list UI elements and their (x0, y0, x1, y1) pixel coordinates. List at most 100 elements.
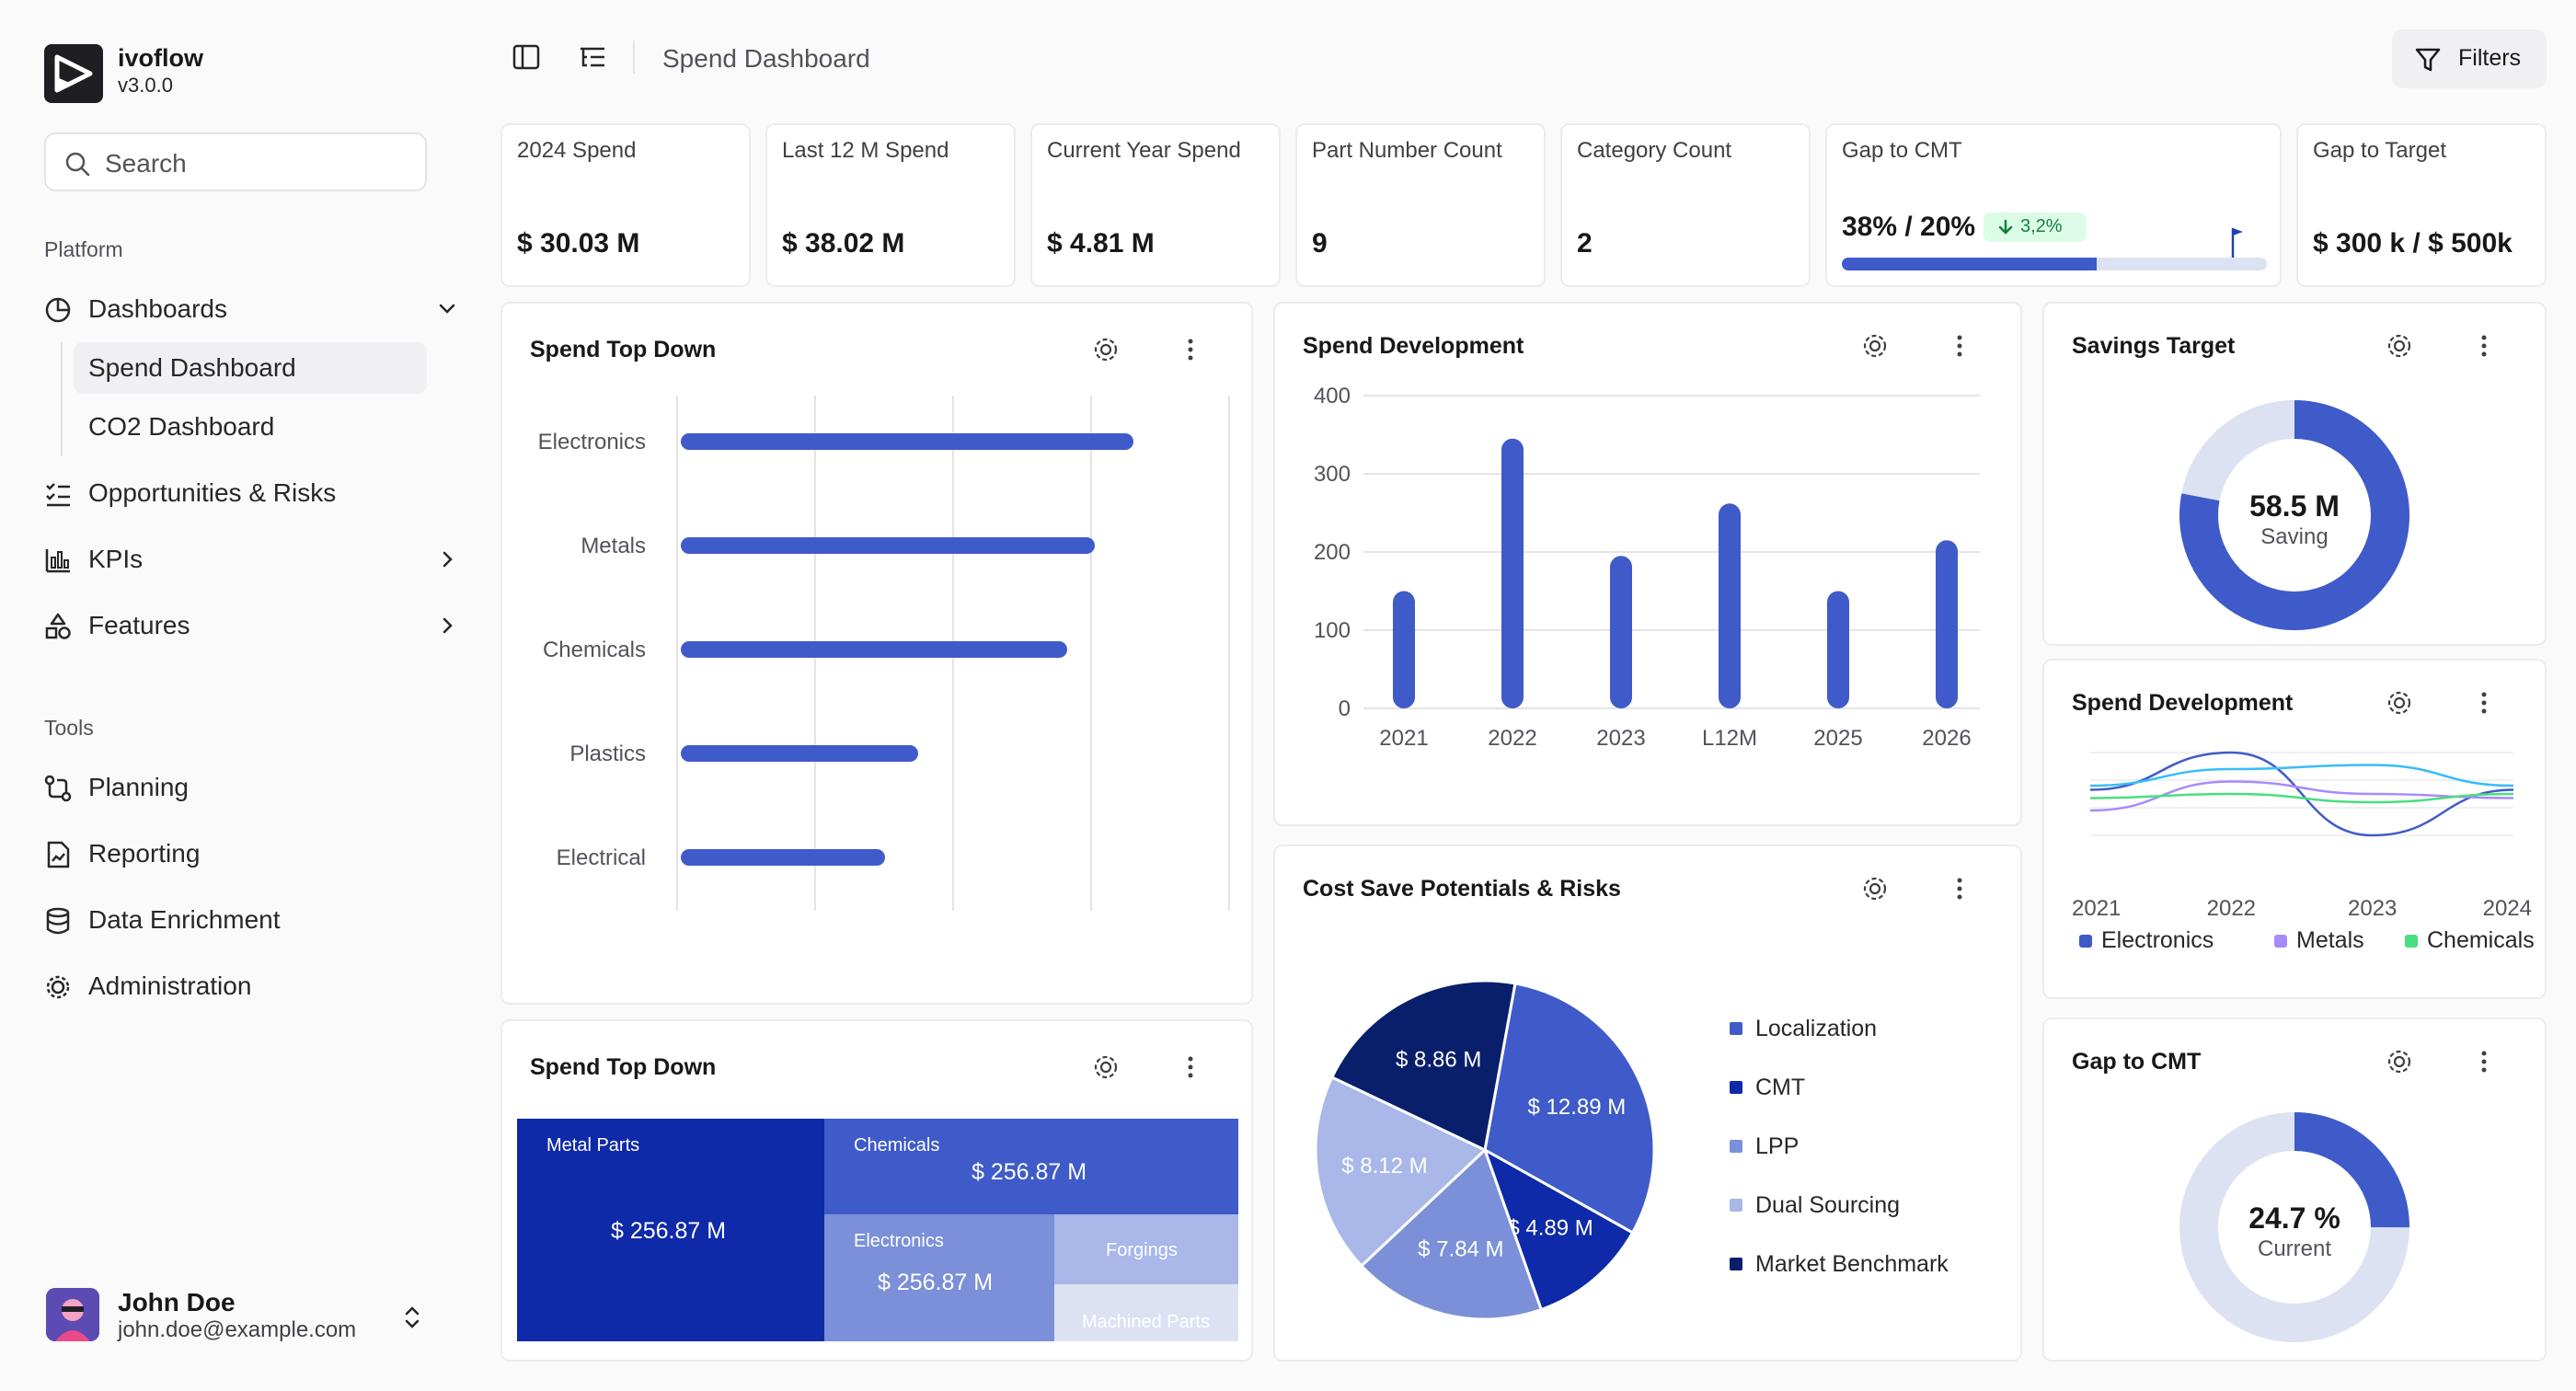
gear-icon[interactable] (1091, 335, 1121, 364)
sidebar-item-administration[interactable]: Administration (44, 960, 458, 1012)
bar (681, 745, 918, 762)
more-options-icon[interactable] (2469, 688, 2499, 718)
card-spend-development: Spend Development 0 100 200 300 400 2021 2022 2… (1273, 302, 2022, 826)
category-label: Plastics (569, 741, 646, 766)
sidebar-item-opportunities[interactable]: Opportunities & Risks (44, 467, 458, 519)
user-name: John Doe (118, 1288, 236, 1316)
kpi-title: 2024 Spend (517, 138, 637, 163)
more-options-icon[interactable] (2469, 331, 2499, 361)
treemap-cell-chemicals[interactable]: Chemicals $ 256.87 M (824, 1119, 1238, 1214)
sidebar-item-label: KPIs (88, 545, 144, 573)
kpi-card-part-number-count[interactable]: Part Number Count 9 (1295, 123, 1546, 287)
card-spend-top-down: Spend Top Down Electronics Metals Chemical… (500, 302, 1253, 1005)
gap-donut (2179, 1112, 2409, 1342)
treemap-cell-forgings[interactable]: Forgings (1054, 1214, 1238, 1284)
treemap-cell-metal-parts[interactable]: Metal Parts $ 256.87 M (517, 1119, 824, 1341)
sidebar-toggle-icon[interactable] (512, 42, 541, 72)
filter-icon (2415, 48, 2441, 72)
x-tick-label: 2025 (1813, 726, 1862, 751)
sidebar-item-dashboards[interactable]: Dashboards (44, 283, 458, 335)
donut-arc (2179, 1112, 2409, 1342)
chevrons-up-down-icon[interactable] (399, 1305, 425, 1330)
gear-icon[interactable] (1860, 331, 1890, 361)
card-gap-to-cmt: Gap to CMT 24.7 % Current (2042, 1017, 2547, 1362)
x-tick-label: 2021 (1379, 726, 1428, 751)
sidebar-item-label: Reporting (88, 839, 201, 868)
treemap-cell-electronics[interactable]: Electronics $ 256.87 M (824, 1214, 1054, 1341)
gear-icon[interactable] (1860, 874, 1890, 903)
more-options-icon[interactable] (1945, 331, 1974, 361)
x-tick-label: 2026 (1922, 726, 1971, 751)
sidebar-item-label: Administration (88, 971, 252, 1000)
sidebar-item-data-enrichment[interactable]: Data Enrichment (44, 894, 458, 946)
sidebar-item-kpis[interactable]: KPIs (44, 534, 458, 585)
app-version: v3.0.0 (118, 74, 173, 97)
kpi-card-current-year-spend[interactable]: Current Year Spend $ 4.81 M (1030, 123, 1281, 287)
category-label: Chemicals (543, 638, 646, 662)
slice-label: $ 8.12 M (1341, 1154, 1427, 1178)
gear-icon[interactable] (2385, 688, 2414, 718)
more-options-icon[interactable] (1176, 1052, 1205, 1082)
legend-label: Dual Sourcing (1755, 1192, 1900, 1218)
file-chart-icon (47, 841, 70, 868)
bar (1393, 591, 1415, 708)
kpi-card-gap-to-target[interactable]: Gap to Target $ 300 k / $ 500k (2296, 123, 2547, 287)
kpi-card-gap-to-cmt[interactable]: Gap to CMT 38% / 20% (1825, 123, 2282, 287)
chevron-right-icon[interactable] (436, 615, 458, 637)
treemap-label: Forgings (1106, 1240, 1178, 1260)
card-title: Cost Save Potentials & Risks (1303, 876, 1621, 902)
treemap-cell-machined-parts[interactable]: Machined Parts (1054, 1284, 1238, 1341)
kpi-value: 38% / 20% (1842, 212, 1976, 242)
chevron-down-icon[interactable] (436, 298, 458, 320)
category-label: Electrical (557, 845, 646, 870)
series-line (2089, 751, 2514, 837)
search-input[interactable]: Search (44, 132, 427, 191)
sidebar-item-reporting[interactable]: Reporting (44, 828, 458, 879)
kpi-title: Current Year Spend (1047, 138, 1241, 163)
route-icon (44, 775, 72, 802)
gear-icon[interactable] (1091, 1052, 1121, 1082)
kpi-card-last-12m-spend[interactable]: Last 12 M Spend $ 38.02 M (765, 123, 1016, 287)
kpi-value: $ 4.81 M (1047, 228, 1155, 259)
list-tree-icon[interactable] (578, 42, 607, 72)
kpi-value: $ 38.02 M (782, 228, 905, 259)
line-chart: 2021 2022 2023 2024 Electronics Metals Chemica… (2072, 751, 2535, 953)
more-options-icon[interactable] (1176, 335, 1205, 364)
breadcrumb[interactable]: Spend Dashboard (662, 44, 870, 73)
gear-icon[interactable] (2385, 331, 2414, 361)
filters-label: Filters (2458, 45, 2522, 71)
sidebar-item-planning[interactable]: Planning (44, 762, 458, 813)
chevron-right-icon[interactable] (436, 548, 458, 570)
sidebar-item-co2-dashboard[interactable]: CO2 Dashboard (74, 401, 427, 453)
kpi-card-category-count[interactable]: Category Count 2 (1560, 123, 1811, 287)
sidebar-item-spend-dashboard[interactable]: Spend Dashboard (74, 342, 427, 394)
kpi-card-2024-spend[interactable]: 2024 Spend $ 30.03 M (500, 123, 751, 287)
avatar[interactable] (46, 1288, 99, 1341)
header-divider (633, 40, 635, 74)
legend-swatch (1730, 1258, 1742, 1270)
bar (1719, 503, 1741, 708)
bar (681, 849, 885, 866)
legend-swatch (2405, 935, 2418, 948)
more-options-icon[interactable] (2469, 1047, 2499, 1076)
progress-fill (1842, 258, 2098, 270)
app-logo[interactable] (44, 44, 103, 103)
gear-icon[interactable] (2385, 1047, 2414, 1076)
kpi-title: Category Count (1577, 138, 1732, 163)
kpi-value: $ 30.03 M (517, 228, 640, 259)
card-cost-save-potentials: Cost Save Potentials & Risks $ 12.89 M $ … (1273, 845, 2022, 1362)
bar (1501, 438, 1524, 708)
filters-button[interactable]: Filters (2392, 29, 2547, 88)
card-title: Spend Development (2072, 690, 2294, 716)
app-name: ivoflow (118, 44, 203, 72)
database-icon (46, 907, 70, 935)
y-tick-label: 0 (1339, 696, 1351, 721)
treemap-label: Metal Parts (546, 1135, 640, 1155)
change-badge: 3,2% (1984, 213, 2087, 242)
legend-label: Metals (2296, 927, 2364, 953)
more-options-icon[interactable] (1945, 874, 1974, 903)
sidebar-item-label: Opportunities & Risks (88, 478, 337, 507)
search-placeholder: Search (105, 149, 187, 178)
legend-swatch (2079, 935, 2092, 948)
sidebar-item-features[interactable]: Features (44, 600, 458, 651)
